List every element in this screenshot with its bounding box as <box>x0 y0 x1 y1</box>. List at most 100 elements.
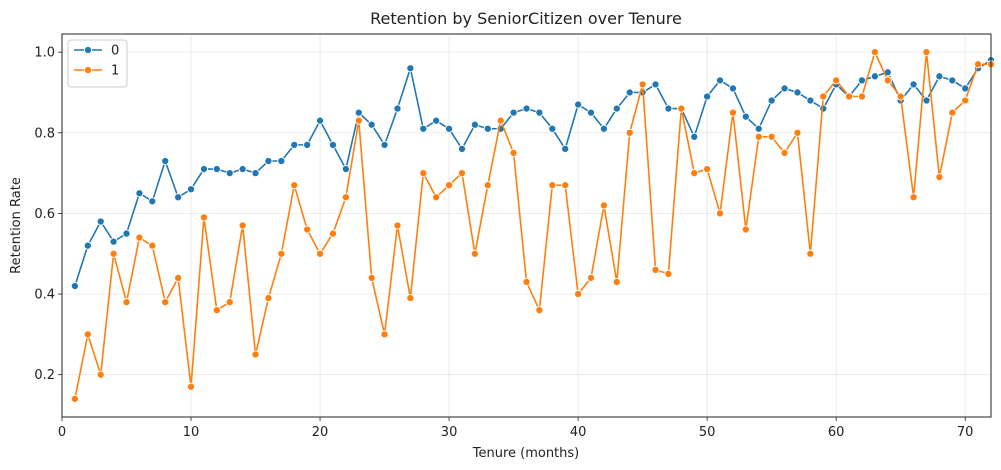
data-point <box>419 169 428 178</box>
data-point <box>625 88 634 97</box>
data-point <box>909 80 918 89</box>
data-point <box>806 96 815 105</box>
data-point <box>845 92 854 101</box>
data-point <box>457 169 467 178</box>
data-point <box>535 306 544 315</box>
data-point <box>316 116 325 125</box>
data-point <box>961 96 970 105</box>
data-point <box>161 298 170 307</box>
data-point <box>225 298 234 307</box>
x-axis-label: Tenure (months) <box>472 446 580 461</box>
data-point <box>754 124 763 133</box>
data-point <box>419 124 428 133</box>
y-tick-label: 1.0 <box>34 46 55 61</box>
data-point <box>83 330 92 339</box>
data-point <box>122 298 131 307</box>
data-point <box>96 217 105 226</box>
data-point <box>212 306 221 315</box>
data-point <box>135 189 144 198</box>
data-point <box>780 84 789 93</box>
data-point <box>857 92 867 101</box>
data-point <box>470 120 479 129</box>
data-point <box>509 148 518 157</box>
y-tick-label: 0.6 <box>34 207 55 222</box>
data-point <box>561 144 570 153</box>
data-point <box>883 76 892 85</box>
data-point <box>328 229 338 238</box>
data-point <box>380 140 389 149</box>
data-point <box>948 76 957 85</box>
x-axis: 0 10 20 30 40 50 60 70 <box>58 417 973 440</box>
data-point <box>432 116 441 125</box>
series-line-0 <box>74 59 992 287</box>
legend: 01 <box>67 39 128 88</box>
data-point <box>174 273 183 282</box>
data-point <box>264 294 273 303</box>
data-point <box>70 281 79 291</box>
data-point <box>406 294 415 303</box>
x-tick-label: 50 <box>699 425 716 440</box>
data-point <box>677 104 686 113</box>
data-point <box>599 124 608 133</box>
data-point <box>561 181 570 190</box>
data-point <box>715 76 725 85</box>
series-1 <box>70 48 996 403</box>
legend-label: 0 <box>111 44 119 59</box>
data-point <box>870 48 879 57</box>
data-point <box>251 350 260 359</box>
data-point <box>948 108 957 117</box>
data-point <box>277 156 286 166</box>
data-point <box>199 213 208 222</box>
data-point <box>612 277 621 286</box>
data-point <box>586 273 596 282</box>
data-point <box>393 221 402 230</box>
data-point <box>909 193 918 202</box>
data-point <box>199 165 208 174</box>
x-tick-label: 30 <box>441 425 458 440</box>
data-point <box>974 60 983 69</box>
data-point <box>341 165 350 174</box>
data-point <box>612 104 621 113</box>
data-point <box>922 96 931 105</box>
data-point <box>754 132 763 141</box>
data-point <box>741 225 750 234</box>
data-point <box>548 124 557 133</box>
data-point <box>625 128 634 137</box>
data-point <box>651 265 660 274</box>
data-point <box>793 88 802 97</box>
data-point <box>651 80 660 89</box>
x-tick-label: 60 <box>828 425 845 440</box>
legend-marker <box>83 65 93 75</box>
data-point <box>599 201 608 210</box>
data-point <box>548 181 557 190</box>
data-point <box>690 132 699 141</box>
data-point <box>148 241 157 250</box>
data-point <box>148 197 157 206</box>
data-point <box>122 229 131 238</box>
data-point <box>432 193 441 202</box>
data-point <box>819 92 828 101</box>
data-point <box>445 124 454 133</box>
data-point <box>728 84 737 93</box>
y-tick-label: 0.8 <box>34 126 55 141</box>
data-point <box>522 104 531 113</box>
data-point <box>457 144 467 153</box>
data-point <box>496 116 505 125</box>
data-point <box>870 72 879 81</box>
data-point <box>715 209 725 218</box>
data-point <box>264 156 273 166</box>
data-point <box>186 185 196 194</box>
data-point <box>703 92 712 101</box>
series-layer <box>70 48 996 403</box>
data-point <box>354 116 363 125</box>
data-point <box>767 132 776 141</box>
y-tick-label: 0.2 <box>34 368 55 383</box>
data-point <box>535 108 544 117</box>
grid <box>61 34 991 417</box>
chart-title: Retention by SeniorCitizen over Tenure <box>370 9 682 28</box>
data-point <box>70 394 79 403</box>
data-point <box>406 64 415 73</box>
data-point <box>96 370 105 379</box>
data-point <box>586 108 596 117</box>
